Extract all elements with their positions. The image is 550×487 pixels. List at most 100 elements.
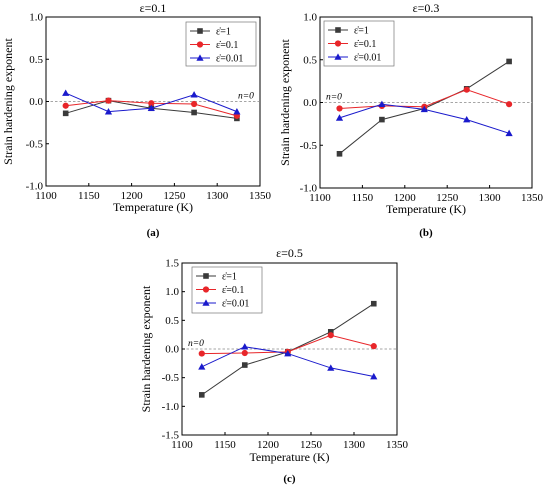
x-tick-label: 1100 — [309, 192, 331, 204]
y-tick-label: -1.0 — [26, 181, 44, 193]
legend-item: ε̇=1 — [328, 26, 369, 37]
y-tick-label: 1.0 — [303, 12, 317, 24]
x-tick-label: 1150 — [214, 439, 236, 451]
legend-marker — [335, 27, 341, 33]
y-tick-label: 1.0 — [29, 12, 43, 24]
chart-panel-2: ε=0.3 1100 1150 1200 1250 1300 1350 -1.0 -0.5 0.0… — [278, 1, 544, 239]
y-tick-label: 0.5 — [303, 54, 317, 66]
y-axis-label: Strain hardening exponent — [1, 38, 15, 165]
data-point — [62, 89, 70, 96]
data-point — [327, 329, 334, 335]
data-point — [327, 364, 335, 371]
legend-item: ε̇=0.01 — [328, 53, 381, 64]
data-point — [284, 349, 292, 357]
data-point — [241, 349, 248, 357]
chart-title: ε=0.3 — [413, 1, 440, 15]
series-3 — [335, 100, 513, 137]
legend: ε̇=1 ε̇=0.1 ε̇=0.01 — [323, 20, 395, 67]
x-tick-label: 1200 — [121, 190, 144, 202]
data-point — [335, 114, 344, 121]
legend-item: ε̇=1 — [196, 272, 237, 283]
y-tick-label: 0.0 — [29, 96, 43, 108]
y-axis-label: Strain hardening exponent — [278, 39, 292, 166]
legend-marker — [197, 28, 203, 34]
data-point — [370, 300, 377, 307]
legend-item: ε̇=0.1 — [190, 40, 238, 51]
data-point — [104, 108, 113, 115]
legend-marker — [196, 41, 204, 48]
data-point — [198, 363, 206, 370]
data-point — [336, 105, 343, 112]
y-tick-label: 1.5 — [165, 258, 179, 270]
legend-label: ε̇=1 — [216, 27, 231, 38]
data-point — [378, 100, 386, 108]
legend-item: ε̇=1 — [190, 27, 231, 38]
x-tick-label: 1100 — [171, 439, 193, 451]
y-tick-label: -0.5 — [300, 140, 318, 152]
data-point — [191, 109, 197, 116]
data-point — [233, 108, 241, 115]
data-point — [198, 350, 205, 357]
x-tick-label: 1350 — [386, 439, 409, 451]
x-tick-label: 1150 — [78, 190, 100, 202]
y-tick-label: -0.5 — [26, 138, 44, 150]
legend-item: ε̇=0.1 — [328, 39, 376, 50]
y-tick-label: 0.0 — [303, 97, 317, 109]
legend-label: ε̇=0.01 — [222, 299, 249, 310]
data-point — [505, 129, 513, 137]
x-tick-label: 1300 — [343, 439, 366, 451]
series-3 — [62, 89, 241, 115]
data-point — [147, 104, 155, 112]
data-point — [370, 343, 377, 350]
x-tick-label: 1350 — [521, 192, 544, 204]
zero-line-label: n=0 — [188, 339, 204, 349]
legend-item: ε̇=0.1 — [196, 285, 244, 296]
data-point — [105, 97, 112, 104]
legend-label: ε̇=1 — [354, 26, 369, 37]
chart-title: ε=0.5 — [276, 246, 303, 260]
data-point — [327, 332, 334, 339]
legend-item: ε̇=0.01 — [196, 299, 249, 310]
x-tick-label: 1100 — [35, 190, 57, 202]
x-tick-label: 1300 — [479, 192, 502, 204]
x-axis-label: Temperature (K) — [113, 200, 193, 214]
data-point — [463, 86, 470, 93]
y-tick-label: 1.0 — [165, 286, 179, 298]
y-tick-label: -1.0 — [162, 401, 180, 413]
y-tick-label: -1.5 — [162, 430, 180, 442]
data-point — [198, 392, 205, 398]
zero-line-label: n=0 — [238, 92, 254, 102]
legend-label: ε̇=0.01 — [354, 53, 381, 64]
legend-marker — [202, 299, 210, 306]
data-point — [241, 362, 248, 368]
x-tick-label: 1350 — [249, 190, 272, 202]
chart-title: ε=0.1 — [140, 1, 167, 15]
x-tick-label: 1300 — [206, 190, 229, 202]
y-tick-label: -0.5 — [162, 372, 180, 384]
x-tick-label: 1150 — [352, 192, 374, 204]
panel-label: (b) — [419, 227, 433, 239]
series-3 — [198, 343, 378, 380]
legend: ε̇=1 ε̇=0.1 ε̇=0.01 — [185, 21, 257, 67]
legend-marker — [202, 286, 210, 293]
legend-label: ε̇=0.1 — [354, 39, 376, 50]
x-tick-label: 1250 — [436, 192, 459, 204]
y-tick-label: 0.5 — [165, 315, 179, 327]
legend: ε̇=1 ε̇=0.1 ε̇=0.01 — [191, 266, 263, 314]
zero-line-label: n=0 — [326, 93, 342, 103]
x-tick-label: 1200 — [257, 439, 280, 451]
x-axis-label: Temperature (K) — [386, 202, 466, 216]
panel-label: (a) — [147, 227, 160, 239]
x-tick-label: 1200 — [394, 192, 417, 204]
data-point — [463, 116, 471, 123]
panel-label: (c) — [283, 473, 296, 485]
legend-label: ε̇=1 — [222, 272, 237, 283]
chart-panel-3: ε=0.5 1100 1150 1200 1250 1300 1350 -1.5 -1.0 -0.… — [139, 246, 409, 485]
legend-label: ε̇=0.01 — [216, 54, 243, 65]
chart-panel-1: ε=0.1 1100 1150 1200 1250 1300 1350 -1.0 -0.5 0.0… — [1, 1, 272, 239]
data-point — [190, 91, 198, 98]
data-point — [62, 102, 69, 109]
data-point — [420, 105, 428, 113]
data-point — [62, 110, 69, 117]
